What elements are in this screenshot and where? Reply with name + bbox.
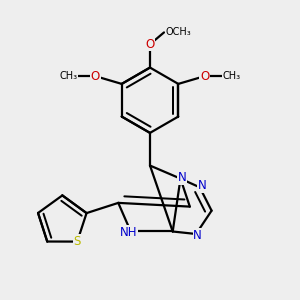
Text: CH₃: CH₃ <box>223 71 241 81</box>
Text: N: N <box>178 171 187 184</box>
Text: OCH₃: OCH₃ <box>165 27 191 37</box>
Text: O: O <box>91 70 100 83</box>
Text: CH₃: CH₃ <box>59 71 77 81</box>
Text: N: N <box>198 179 207 192</box>
Text: N: N <box>193 229 202 242</box>
Text: S: S <box>74 235 81 248</box>
Text: NH: NH <box>120 226 138 238</box>
Text: O: O <box>200 70 209 83</box>
Text: O: O <box>146 38 154 51</box>
